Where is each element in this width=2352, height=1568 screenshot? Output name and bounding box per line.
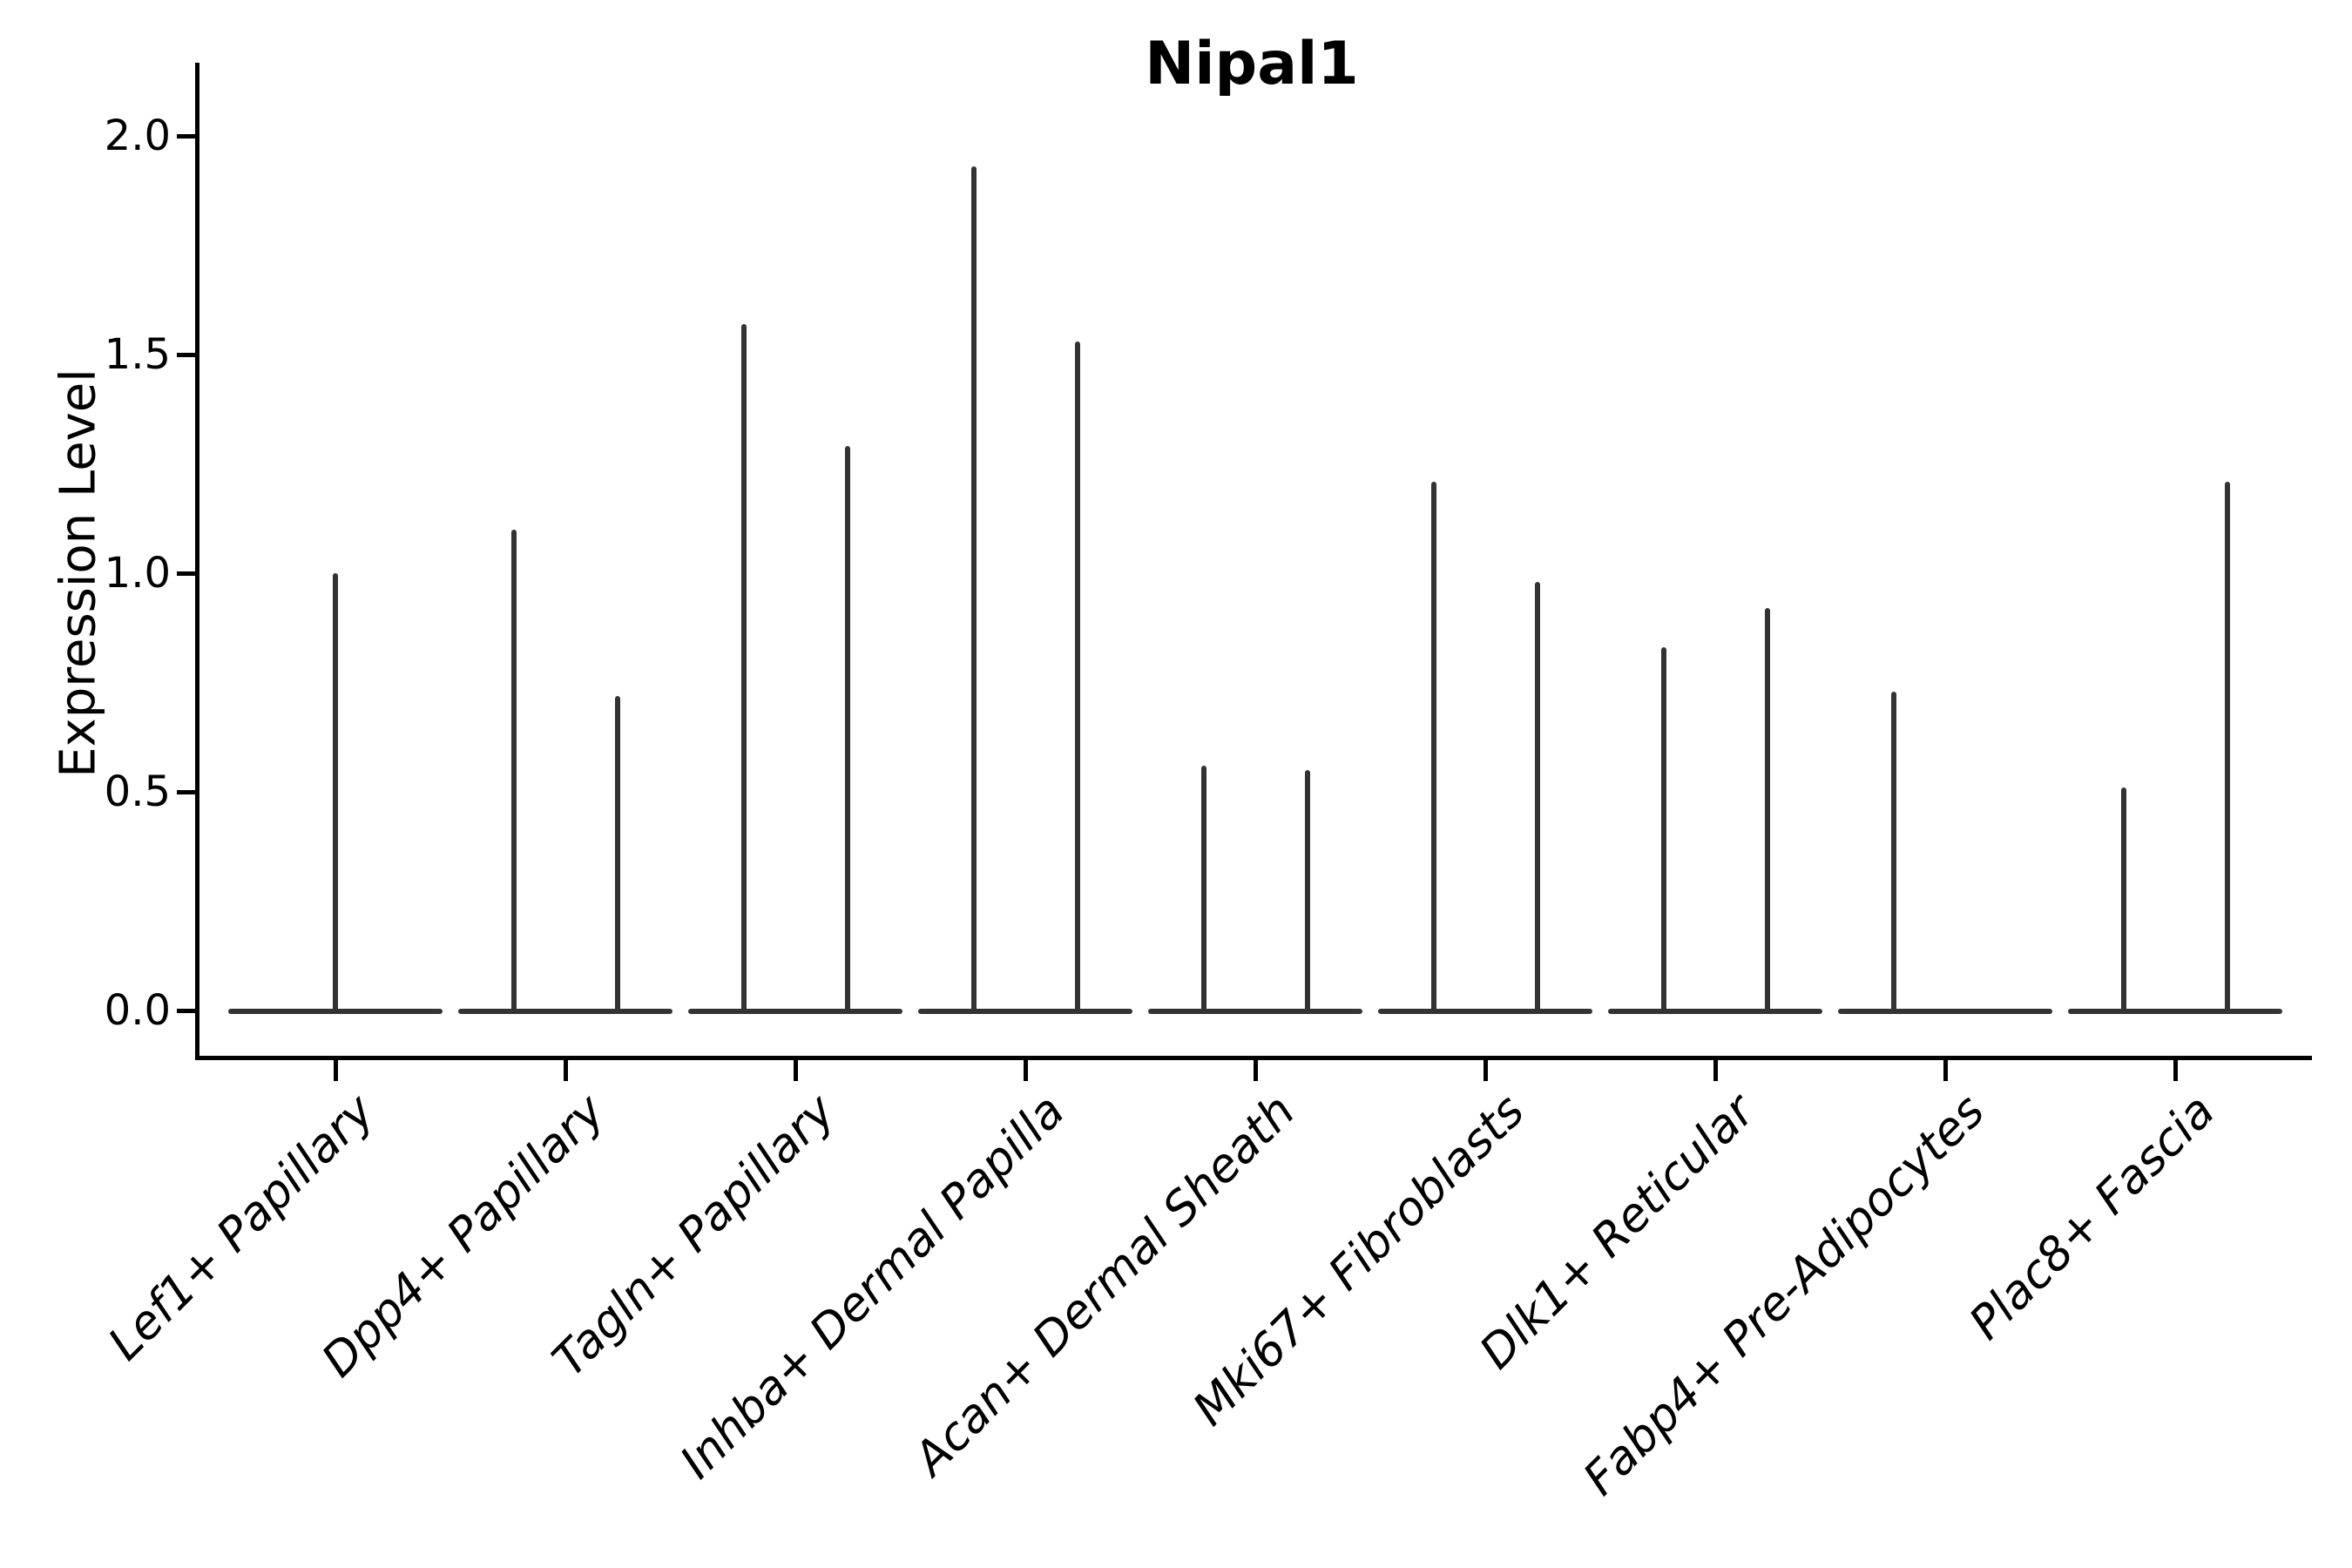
- violin-spike: [1660, 647, 1666, 1014]
- violin-spike: [970, 166, 977, 1014]
- plot-title: Nipal1: [1145, 30, 1359, 98]
- x-tick: [2173, 1060, 2178, 1081]
- violin-spike: [1200, 765, 1206, 1014]
- x-tick: [793, 1060, 798, 1081]
- violin-spike: [740, 323, 747, 1014]
- violin-spike: [2224, 481, 2230, 1014]
- x-tick-label: Acan+ Dermal Sheath: [903, 1084, 1306, 1486]
- x-tick: [1253, 1060, 1258, 1081]
- x-tick-label: Fabp4+ Pre-Adipocytes: [1573, 1084, 1996, 1506]
- violin-spike: [1534, 582, 1540, 1014]
- y-tick: [177, 352, 198, 357]
- y-axis-spine: [195, 63, 199, 1060]
- violin-spike: [614, 695, 620, 1014]
- violin-spike: [2120, 787, 2126, 1014]
- violin-spike: [1304, 769, 1310, 1014]
- y-tick-label: 1.0: [104, 549, 171, 598]
- x-axis-spine: [195, 1056, 2312, 1060]
- x-tick: [333, 1060, 338, 1081]
- violin-baseline: [1608, 1009, 1822, 1014]
- violin-spike: [1074, 341, 1080, 1014]
- violin-spike: [1430, 481, 1436, 1014]
- violin-baseline: [1838, 1009, 2052, 1014]
- x-tick-label: Plac8+ Fascia: [1959, 1084, 2226, 1350]
- y-tick: [177, 1008, 198, 1013]
- x-tick: [1713, 1060, 1718, 1081]
- violin-baseline: [688, 1009, 902, 1014]
- violin-spike: [510, 529, 517, 1014]
- violin-spike: [333, 573, 338, 1014]
- x-tick-label: Inhba+ Dermal Papilla: [670, 1084, 1076, 1490]
- violin-spike: [844, 446, 850, 1014]
- x-tick: [1943, 1060, 1948, 1081]
- y-tick: [177, 133, 198, 139]
- violin-spike: [1764, 608, 1770, 1014]
- y-tick-label: 1.5: [104, 330, 171, 379]
- y-tick-label: 2.0: [104, 112, 171, 160]
- violin-baseline: [1148, 1009, 1362, 1014]
- violin-spike: [1890, 691, 1896, 1014]
- violin-baseline: [458, 1009, 672, 1014]
- violin-baseline: [1378, 1009, 1592, 1014]
- x-tick: [1023, 1060, 1028, 1081]
- x-tick: [1483, 1060, 1488, 1081]
- violin-baseline: [918, 1009, 1132, 1014]
- violin-baseline: [2068, 1009, 2282, 1014]
- y-tick-label: 0.5: [104, 767, 171, 816]
- y-tick: [177, 571, 198, 576]
- y-tick: [177, 789, 198, 794]
- x-tick: [563, 1060, 568, 1081]
- y-tick-label: 0.0: [104, 986, 171, 1035]
